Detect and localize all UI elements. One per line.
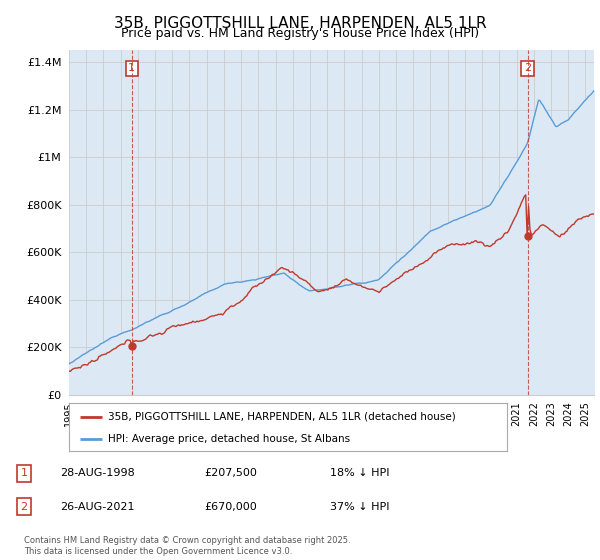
Text: 2: 2 <box>20 502 28 512</box>
Text: 37% ↓ HPI: 37% ↓ HPI <box>330 502 389 512</box>
Text: 1: 1 <box>20 468 28 478</box>
Text: HPI: Average price, detached house, St Albans: HPI: Average price, detached house, St A… <box>109 434 350 444</box>
Text: £670,000: £670,000 <box>204 502 257 512</box>
Text: Contains HM Land Registry data © Crown copyright and database right 2025.
This d: Contains HM Land Registry data © Crown c… <box>24 536 350 556</box>
Text: 35B, PIGGOTTSHILL LANE, HARPENDEN, AL5 1LR: 35B, PIGGOTTSHILL LANE, HARPENDEN, AL5 1… <box>113 16 487 31</box>
Text: 1: 1 <box>128 63 136 73</box>
Text: £207,500: £207,500 <box>204 468 257 478</box>
Text: Price paid vs. HM Land Registry's House Price Index (HPI): Price paid vs. HM Land Registry's House … <box>121 27 479 40</box>
Text: 28-AUG-1998: 28-AUG-1998 <box>60 468 135 478</box>
Text: 35B, PIGGOTTSHILL LANE, HARPENDEN, AL5 1LR (detached house): 35B, PIGGOTTSHILL LANE, HARPENDEN, AL5 1… <box>109 412 456 422</box>
Text: 26-AUG-2021: 26-AUG-2021 <box>60 502 134 512</box>
Text: 18% ↓ HPI: 18% ↓ HPI <box>330 468 389 478</box>
Text: 2: 2 <box>524 63 531 73</box>
